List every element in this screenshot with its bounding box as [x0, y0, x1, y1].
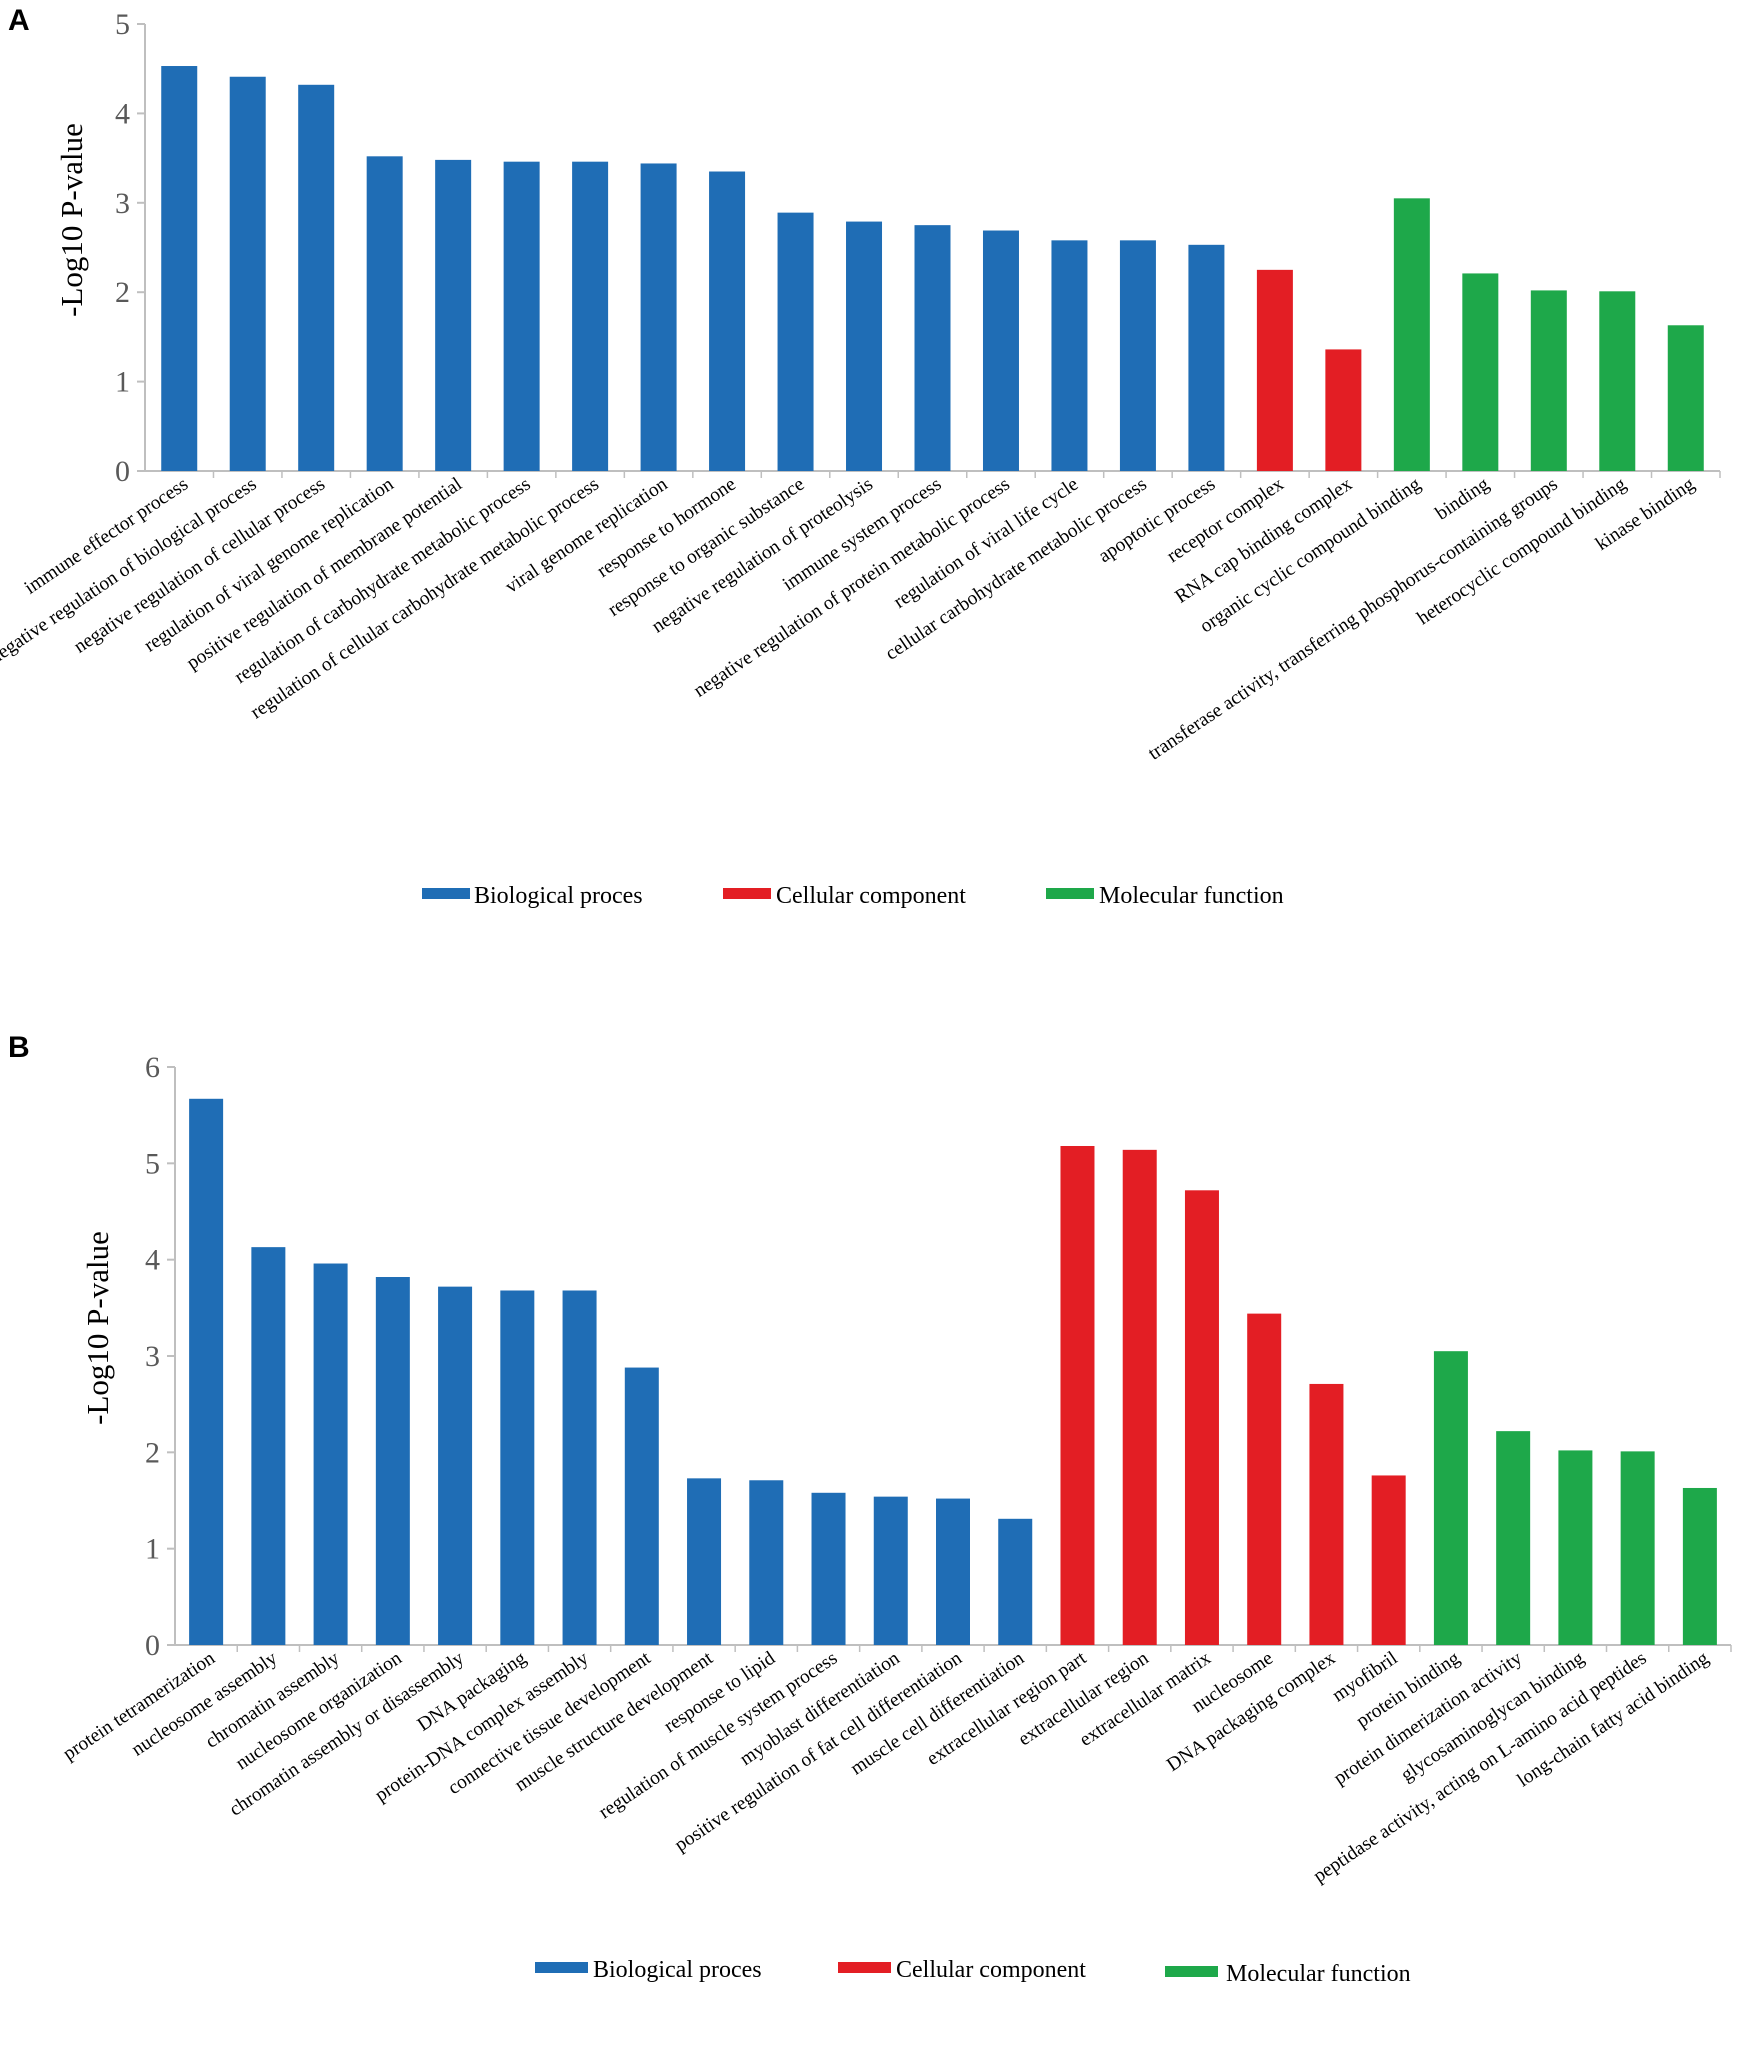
bar — [687, 1478, 722, 1645]
bar — [189, 1098, 224, 1645]
bar — [298, 84, 335, 472]
bar — [749, 1480, 784, 1645]
bar — [811, 1492, 846, 1645]
bar — [500, 1290, 535, 1645]
bar — [1119, 240, 1156, 471]
panel-b-y-ticks: 0 1 2 3 4 5 6 — [145, 1051, 175, 1662]
bar — [1184, 1190, 1219, 1645]
y-tick-label: 2 — [115, 276, 130, 309]
bar — [1371, 1475, 1406, 1645]
bar — [1051, 240, 1088, 471]
bar — [562, 1290, 597, 1645]
y-tick-label: 0 — [145, 1629, 160, 1662]
panel-b-legend-label-bp: Biological proces — [593, 1957, 762, 1983]
bar — [936, 1498, 970, 1645]
y-tick-label: 5 — [115, 8, 130, 41]
bar — [503, 161, 540, 471]
panel-a-legend-label-bp: Biological proces — [474, 883, 643, 909]
bar — [1667, 325, 1704, 471]
panel-b-y-axis-title: -Log10 P-value — [80, 1231, 115, 1425]
panel-b-legend-swatch-bp — [535, 1962, 588, 1973]
panel-a-legend: Biological proces Cellular component Mol… — [422, 883, 1284, 909]
bar — [1393, 198, 1430, 471]
bar — [846, 221, 883, 471]
y-tick-label: 0 — [115, 455, 130, 488]
bar — [1122, 1149, 1157, 1645]
bar — [1433, 1351, 1468, 1645]
panel-a-legend-label-cc: Cellular component — [776, 883, 966, 909]
bar — [1325, 349, 1362, 471]
bar — [777, 212, 814, 471]
bar — [873, 1496, 908, 1645]
category-label: apoptotic process — [1095, 474, 1219, 567]
panel-b-letter: B — [8, 1031, 30, 1064]
bar — [435, 159, 472, 471]
bar — [161, 66, 198, 471]
bar — [1188, 244, 1225, 471]
panel-a-letter: A — [8, 4, 30, 37]
bar — [572, 161, 609, 471]
bar — [438, 1286, 473, 1645]
bar — [914, 225, 951, 471]
panel-a-y-ticks: 0 1 2 3 4 5 — [115, 8, 145, 488]
category-label: regulation of viral genome replication — [141, 474, 398, 657]
category-label: binding — [1432, 474, 1493, 525]
bar — [366, 156, 403, 471]
panel-a-legend-swatch-mf — [1046, 888, 1094, 899]
panel-b-legend-label-cc: Cellular component — [896, 1957, 1086, 1983]
bar — [313, 1263, 348, 1645]
bar — [998, 1518, 1033, 1645]
y-tick-label: 3 — [115, 187, 130, 220]
panel-b-legend-label-mf: Molecular function — [1226, 1961, 1411, 1987]
bar — [982, 230, 1019, 471]
panel-a: A -Log10 P-value 0 1 2 3 4 5 immune effector … — [0, 4, 1721, 909]
panel-a-y-axis-title: -Log10 P-value — [54, 123, 89, 317]
panel-b-legend: Biological proces Cellular component Mol… — [535, 1957, 1411, 1987]
bar — [1530, 290, 1567, 471]
bar — [1060, 1145, 1095, 1645]
y-tick-label: 2 — [145, 1436, 160, 1469]
bar — [1620, 1451, 1655, 1645]
bar — [1558, 1450, 1593, 1645]
y-tick-label: 4 — [145, 1244, 160, 1277]
y-tick-label: 3 — [145, 1340, 160, 1373]
y-tick-label: 5 — [145, 1147, 160, 1180]
bar — [375, 1277, 410, 1645]
bar — [229, 76, 266, 471]
panel-b-legend-swatch-cc — [838, 1962, 891, 1973]
panel-b-bars — [189, 1098, 1717, 1645]
panel-b-legend-swatch-mf — [1165, 1966, 1218, 1977]
bar — [251, 1247, 286, 1645]
panel-a-legend-swatch-bp — [422, 888, 470, 899]
bar — [1682, 1487, 1717, 1645]
y-tick-label: 4 — [115, 97, 130, 130]
y-tick-label: 1 — [115, 366, 130, 399]
y-tick-label: 1 — [145, 1533, 160, 1566]
panel-b: B -Log10 P-value 0 1 2 3 4 5 6 protein tetrame… — [8, 1031, 1732, 1987]
bar — [1247, 1313, 1282, 1645]
bar — [709, 171, 746, 471]
panel-a-legend-swatch-cc — [723, 888, 771, 899]
bar — [1462, 273, 1499, 471]
y-tick-label: 6 — [145, 1051, 160, 1084]
panel-a-legend-label-mf: Molecular function — [1099, 883, 1284, 909]
bar — [1599, 291, 1636, 471]
bar — [1309, 1383, 1344, 1645]
panel-a-bars — [161, 66, 1704, 472]
bar — [624, 1367, 659, 1645]
bar — [1496, 1431, 1531, 1645]
bar — [1256, 269, 1293, 471]
bar — [640, 163, 677, 472]
